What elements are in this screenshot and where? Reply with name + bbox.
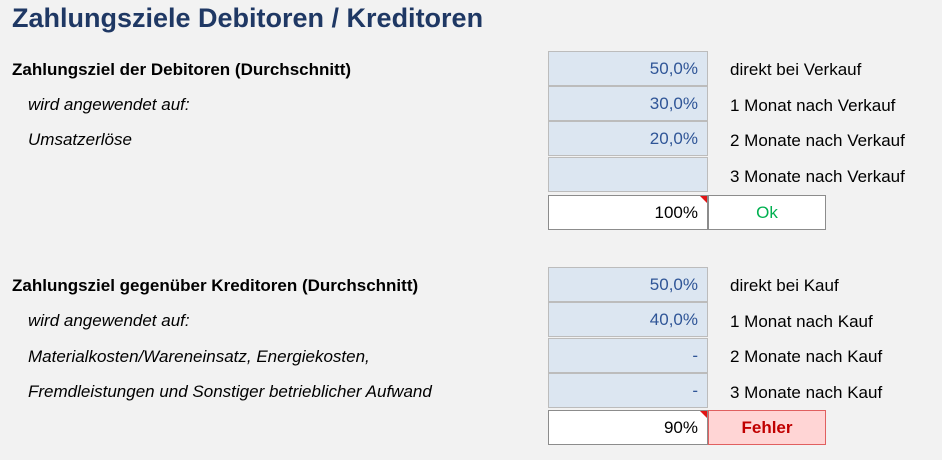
debitoren-desc-2-monate: 2 Monate nach Verkauf bbox=[730, 131, 905, 150]
debitoren-desc-direkt: direkt bei Verkauf bbox=[730, 60, 862, 79]
kreditoren-total-cell[interactable]: 90% bbox=[548, 410, 708, 445]
kreditoren-desc-3-monate: 3 Monate nach Kauf bbox=[730, 383, 883, 402]
debitoren-input-1-monat[interactable]: 30,0% bbox=[548, 86, 708, 121]
debitoren-input-2-monate[interactable]: 20,0% bbox=[548, 121, 708, 156]
kreditoren-applied-line2: Fremdleistungen und Sonstiger betrieblic… bbox=[28, 382, 432, 401]
kreditoren-input-1-monat[interactable]: 40,0% bbox=[548, 302, 708, 337]
kreditoren-input-2-monate[interactable]: - bbox=[548, 338, 708, 373]
debitoren-input-3-monate[interactable] bbox=[548, 157, 708, 192]
debitoren-input-direkt[interactable]: 50,0% bbox=[548, 51, 708, 86]
kreditoren-applied-line1: Materialkosten/Wareneinsatz, Energiekost… bbox=[28, 347, 370, 366]
kreditoren-heading: Zahlungsziel gegenüber Kreditoren (Durch… bbox=[12, 276, 419, 295]
debitoren-status-badge: Ok bbox=[708, 195, 826, 230]
kreditoren-desc-2-monate: 2 Monate nach Kauf bbox=[730, 347, 883, 366]
debitoren-total-cell[interactable]: 100% bbox=[548, 195, 708, 230]
comment-marker-icon[interactable] bbox=[700, 196, 707, 203]
page-title: Zahlungsziele Debitoren / Kreditoren bbox=[12, 3, 484, 33]
kreditoren-total-value: 90% bbox=[663, 418, 698, 437]
debitoren-applied-label: wird angewendet auf: bbox=[28, 95, 190, 114]
kreditoren-status-badge: Fehler bbox=[708, 410, 826, 445]
kreditoren-input-3-monate[interactable]: - bbox=[548, 373, 708, 408]
debitoren-applied-item: Umsatzerlöse bbox=[28, 130, 132, 149]
debitoren-total-value: 100% bbox=[654, 203, 698, 222]
debitoren-heading: Zahlungsziel der Debitoren (Durchschnitt… bbox=[12, 60, 352, 79]
kreditoren-input-direkt[interactable]: 50,0% bbox=[548, 267, 708, 302]
debitoren-desc-3-monate: 3 Monate nach Verkauf bbox=[730, 167, 905, 186]
kreditoren-applied-label: wird angewendet auf: bbox=[28, 311, 190, 330]
debitoren-desc-1-monat: 1 Monat nach Verkauf bbox=[730, 96, 896, 115]
kreditoren-desc-direkt: direkt bei Kauf bbox=[730, 276, 839, 295]
comment-marker-icon[interactable] bbox=[700, 411, 707, 418]
kreditoren-desc-1-monat: 1 Monat nach Kauf bbox=[730, 312, 873, 331]
